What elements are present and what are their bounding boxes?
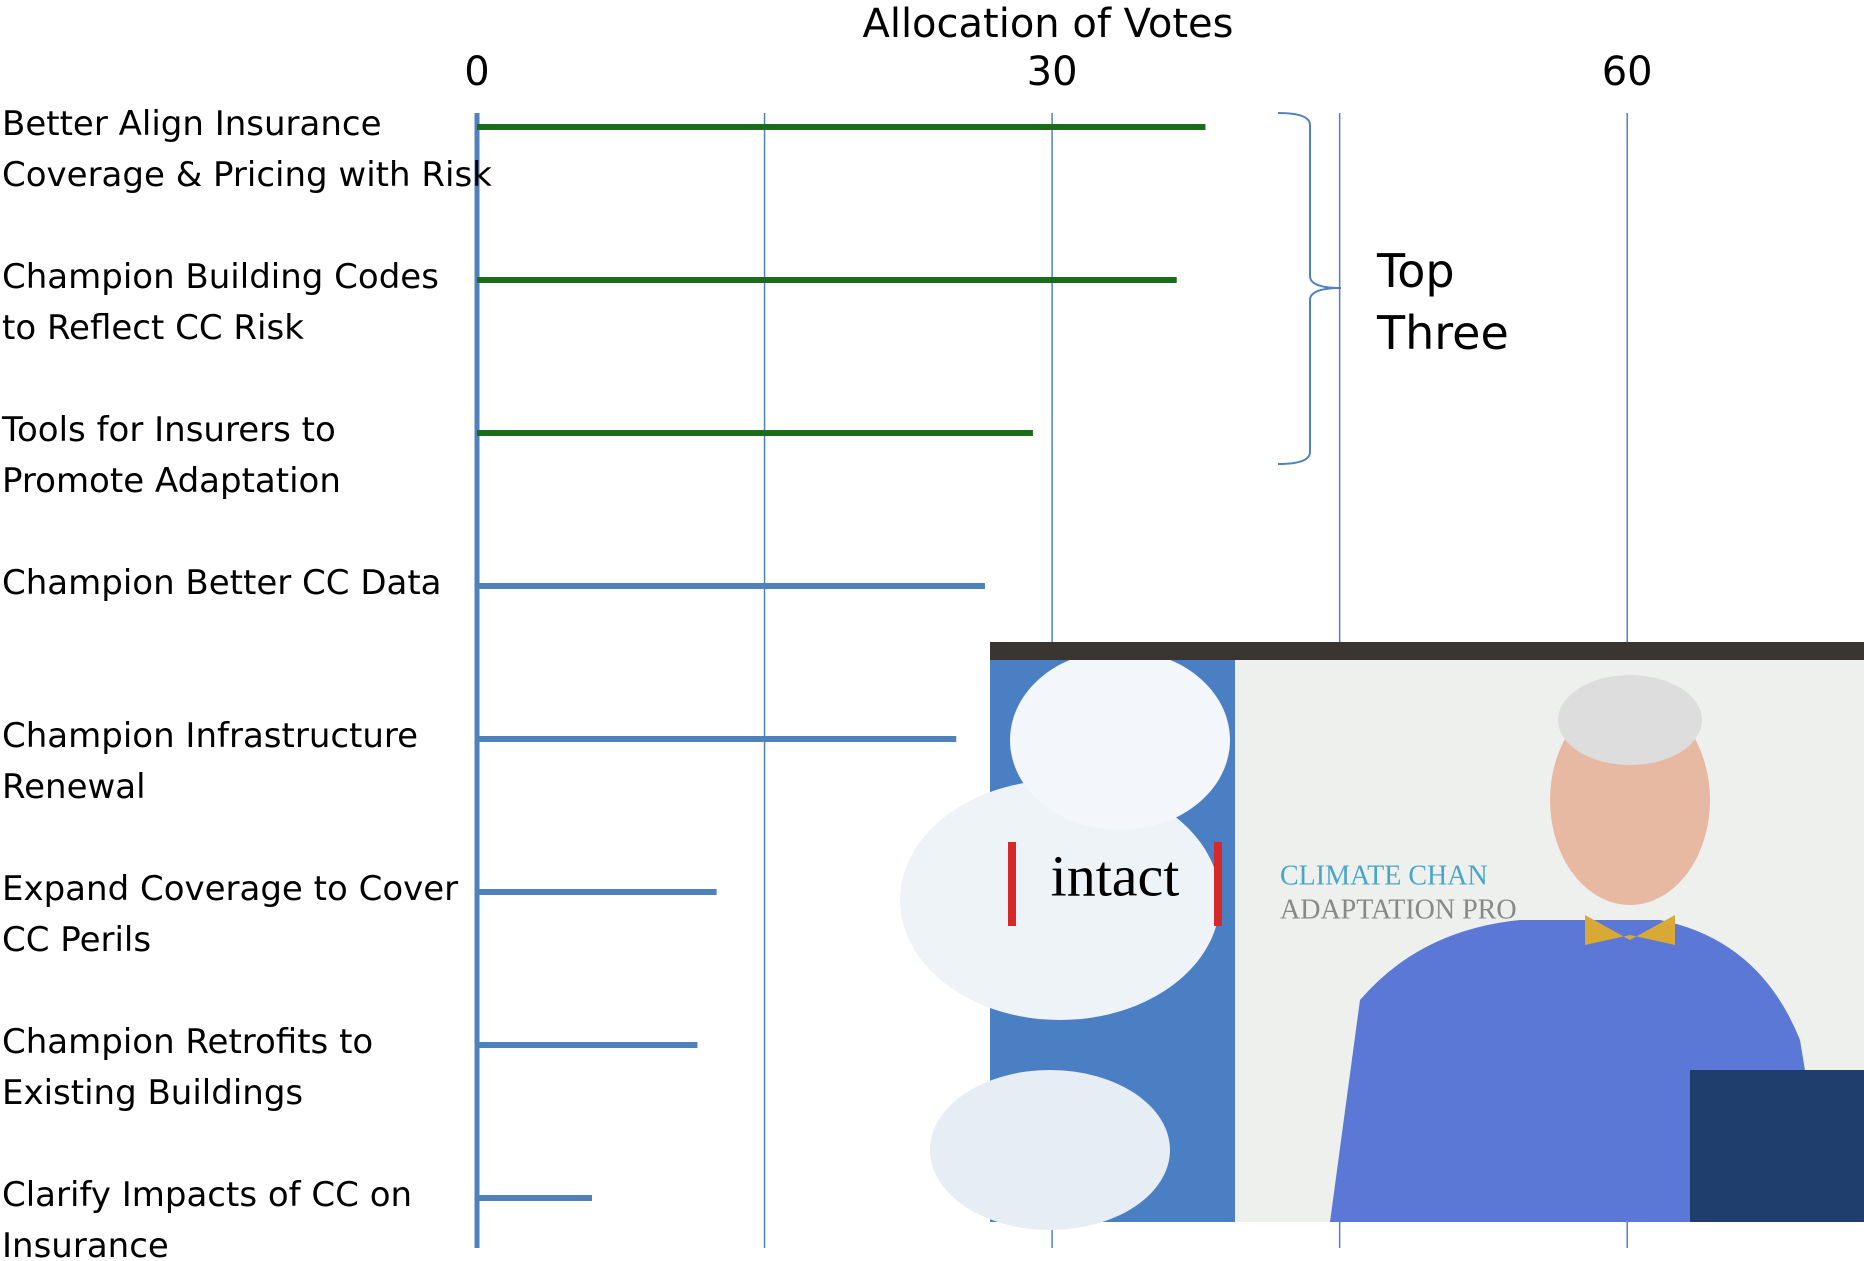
chart-title: Allocation of Votes — [862, 1, 1233, 47]
x-tick-label: 60 — [1602, 49, 1653, 95]
category-label: Champion Building Codes to Reflect CC Ri… — [2, 257, 439, 348]
category-label: Champion Better CC Data — [2, 563, 442, 603]
category-label: Clarify Impacts of CC on Insurance — [2, 1175, 413, 1261]
category-label: Champion Infrastructure Renewal — [2, 716, 419, 807]
x-tick-label: 30 — [1027, 49, 1078, 95]
x-tick-label: 0 — [464, 49, 489, 95]
brace — [1277, 112, 1342, 465]
category-label: Champion Retrofits to Existing Buildings — [2, 1022, 374, 1113]
photo: intact CLIMATE CHAN ADAPTATION PRO — [900, 642, 1864, 1230]
annotation: Top Three — [1377, 244, 1509, 360]
category-label: Expand Coverage to Cover CC Perils — [2, 869, 459, 960]
category-label: Tools for Insurers to Promote Adaptation — [2, 410, 341, 501]
photo-text: CLIMATE CHAN — [1280, 860, 1488, 891]
photo-text: intact — [1051, 843, 1180, 908]
category-label: Better Align Insurance Coverage & Pricin… — [2, 104, 492, 195]
photo-text: ADAPTATION PRO — [1280, 894, 1517, 925]
